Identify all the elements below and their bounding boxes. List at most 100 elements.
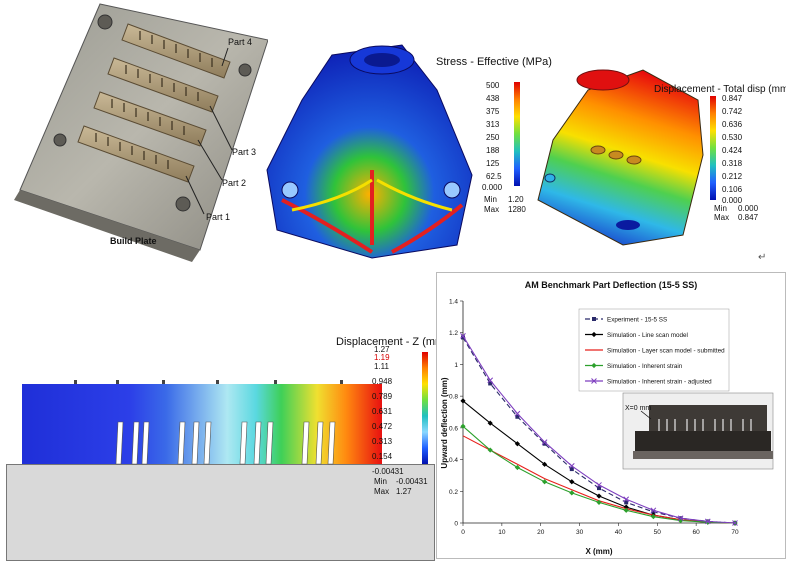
chart-ylabel: Upward deflection (mm) bbox=[440, 377, 449, 468]
stress-contour-panel: Stress - Effective (MPa) 500 438 375 313… bbox=[262, 30, 552, 270]
x-tick-label: 70 bbox=[731, 529, 739, 536]
return-glyph: ↵ bbox=[758, 252, 767, 263]
stress-legend-title: Stress - Effective (MPa) bbox=[436, 56, 552, 68]
x-tick-label: 20 bbox=[537, 529, 545, 536]
data-point bbox=[623, 496, 630, 503]
series-simulation-inherent-strain-adjusted bbox=[460, 333, 738, 526]
disp-z-tick: 0.631 bbox=[372, 407, 393, 416]
disp-total-tick: 0.424 bbox=[722, 146, 743, 155]
data-point bbox=[460, 398, 466, 404]
disp-total-tick: 0.212 bbox=[722, 172, 743, 181]
series-line bbox=[462, 337, 736, 524]
data-point bbox=[542, 441, 547, 446]
disp-total-tick: 0.847 bbox=[722, 94, 743, 103]
disp-total-tick: 0.742 bbox=[722, 107, 743, 116]
chart-title: AM Benchmark Part Deflection (15-5 SS) bbox=[525, 280, 698, 290]
disp-total-max-value: 0.847 bbox=[738, 213, 759, 222]
data-point bbox=[592, 317, 596, 321]
deflection-chart-panel: AM Benchmark Part Deflection (15-5 SS) U… bbox=[436, 272, 786, 559]
stress-contour-model bbox=[266, 44, 473, 259]
data-point bbox=[591, 378, 597, 384]
data-point bbox=[591, 331, 597, 338]
part-3-label: Part 3 bbox=[232, 147, 257, 157]
build-plate-photo: Part 4 Part 3 Part 2 Part 1 Build Plate bbox=[0, 0, 269, 262]
stress-colorbar bbox=[514, 82, 520, 186]
stress-tick: 500 bbox=[486, 81, 500, 90]
legend-label: Simulation - Inherent strain - adjusted bbox=[607, 379, 712, 386]
stress-tick: 125 bbox=[486, 159, 500, 168]
disp-total-tick: 0.318 bbox=[722, 159, 743, 168]
stress-tick: 62.5 bbox=[486, 172, 502, 181]
data-point bbox=[460, 423, 466, 429]
data-point bbox=[651, 509, 656, 514]
x-tick-label: 40 bbox=[615, 529, 623, 536]
disp-total-tick: 0.000 bbox=[722, 196, 743, 205]
y-tick-label: 0.2 bbox=[449, 489, 458, 496]
data-point bbox=[677, 515, 684, 522]
legend-item: Simulation - Line scan model bbox=[585, 331, 688, 339]
z-part-teeth bbox=[74, 380, 343, 465]
legend-label: Simulation - Inherent strain bbox=[607, 363, 683, 370]
build-plate-caption: Build Plate bbox=[110, 236, 157, 246]
data-point bbox=[568, 463, 575, 469]
data-point bbox=[597, 486, 601, 491]
disp-total-tick: 0.106 bbox=[722, 185, 743, 194]
y-tick-label: 0.4 bbox=[449, 457, 458, 464]
data-point bbox=[514, 410, 521, 417]
y-tick-label: 0 bbox=[454, 521, 458, 528]
disp-total-tick: 0.530 bbox=[722, 133, 743, 142]
data-point bbox=[488, 381, 493, 386]
disp-total-min-label: Min bbox=[714, 204, 727, 213]
part-2-label: Part 2 bbox=[222, 178, 247, 188]
part-4-label: Part 4 bbox=[228, 37, 253, 47]
x-tick-label: 60 bbox=[693, 529, 701, 536]
y-tick-label: 1.4 bbox=[449, 299, 458, 306]
stress-tick: 250 bbox=[486, 133, 500, 142]
disp-total-colorbar bbox=[710, 96, 716, 200]
data-point bbox=[596, 493, 602, 499]
inset-photo: X=0 mm bbox=[622, 392, 774, 470]
data-point bbox=[569, 467, 574, 472]
data-point bbox=[542, 479, 548, 485]
x-tick-label: 30 bbox=[576, 529, 584, 536]
stress-tick: 188 bbox=[486, 146, 500, 155]
disp-z-tick: 0.948 bbox=[372, 377, 393, 386]
disp-z-max-value: 1.27 bbox=[396, 487, 412, 496]
part-bars bbox=[77, 23, 231, 183]
y-tick-label: 1.2 bbox=[449, 330, 458, 337]
disp-z-tick: 1.27 bbox=[374, 345, 390, 354]
part-leaders bbox=[185, 47, 233, 215]
disp-z-tick: 1.11 bbox=[374, 362, 389, 371]
disp-total-tick: 0.636 bbox=[722, 120, 743, 129]
data-point bbox=[596, 482, 602, 488]
legend-item: Simulation - Inherent strain - adjusted bbox=[585, 378, 712, 386]
chart-legend: Experiment - 15-5 SS Simulation - Line sc… bbox=[578, 308, 730, 392]
legend-label: Simulation - Line scan model bbox=[607, 332, 688, 339]
data-point bbox=[704, 518, 711, 525]
x-tick-label: 50 bbox=[654, 529, 662, 536]
disp-z-legend-title: Displacement - Z (mm) bbox=[336, 336, 448, 348]
deflection-chart: AM Benchmark Part Deflection (15-5 SS) U… bbox=[440, 280, 774, 556]
legend-item: Experiment - 15-5 SS bbox=[585, 317, 667, 324]
stress-tick: 375 bbox=[486, 107, 500, 116]
inset-x0-label: X=0 mm bbox=[625, 405, 651, 412]
disp-z-tick: 0.154 bbox=[372, 452, 393, 461]
data-point bbox=[624, 500, 629, 505]
disp-z-colorbar bbox=[422, 352, 428, 464]
disp-total-max-label: Max bbox=[714, 213, 730, 222]
disp-total-min-value: 0.000 bbox=[738, 204, 759, 213]
base-plate bbox=[6, 464, 435, 561]
x-tick-label: 0 bbox=[461, 529, 465, 536]
disp-z-min-label: Min bbox=[374, 477, 387, 486]
data-point bbox=[591, 362, 597, 369]
data-point bbox=[514, 464, 520, 471]
disp-z-tick: 0.472 bbox=[372, 422, 393, 431]
legend-item: Simulation - Layer scan model - submitte… bbox=[585, 348, 725, 355]
data-point bbox=[569, 479, 575, 485]
stress-max-label: Max bbox=[484, 205, 500, 214]
disp-z-max-label: Max bbox=[374, 487, 390, 496]
y-tick-label: 1 bbox=[454, 362, 458, 369]
part-1-label: Part 1 bbox=[206, 212, 231, 222]
disp-z-min-value: -0.00431 bbox=[396, 477, 428, 486]
legend-label: Simulation - Layer scan model - submitte… bbox=[607, 348, 725, 355]
